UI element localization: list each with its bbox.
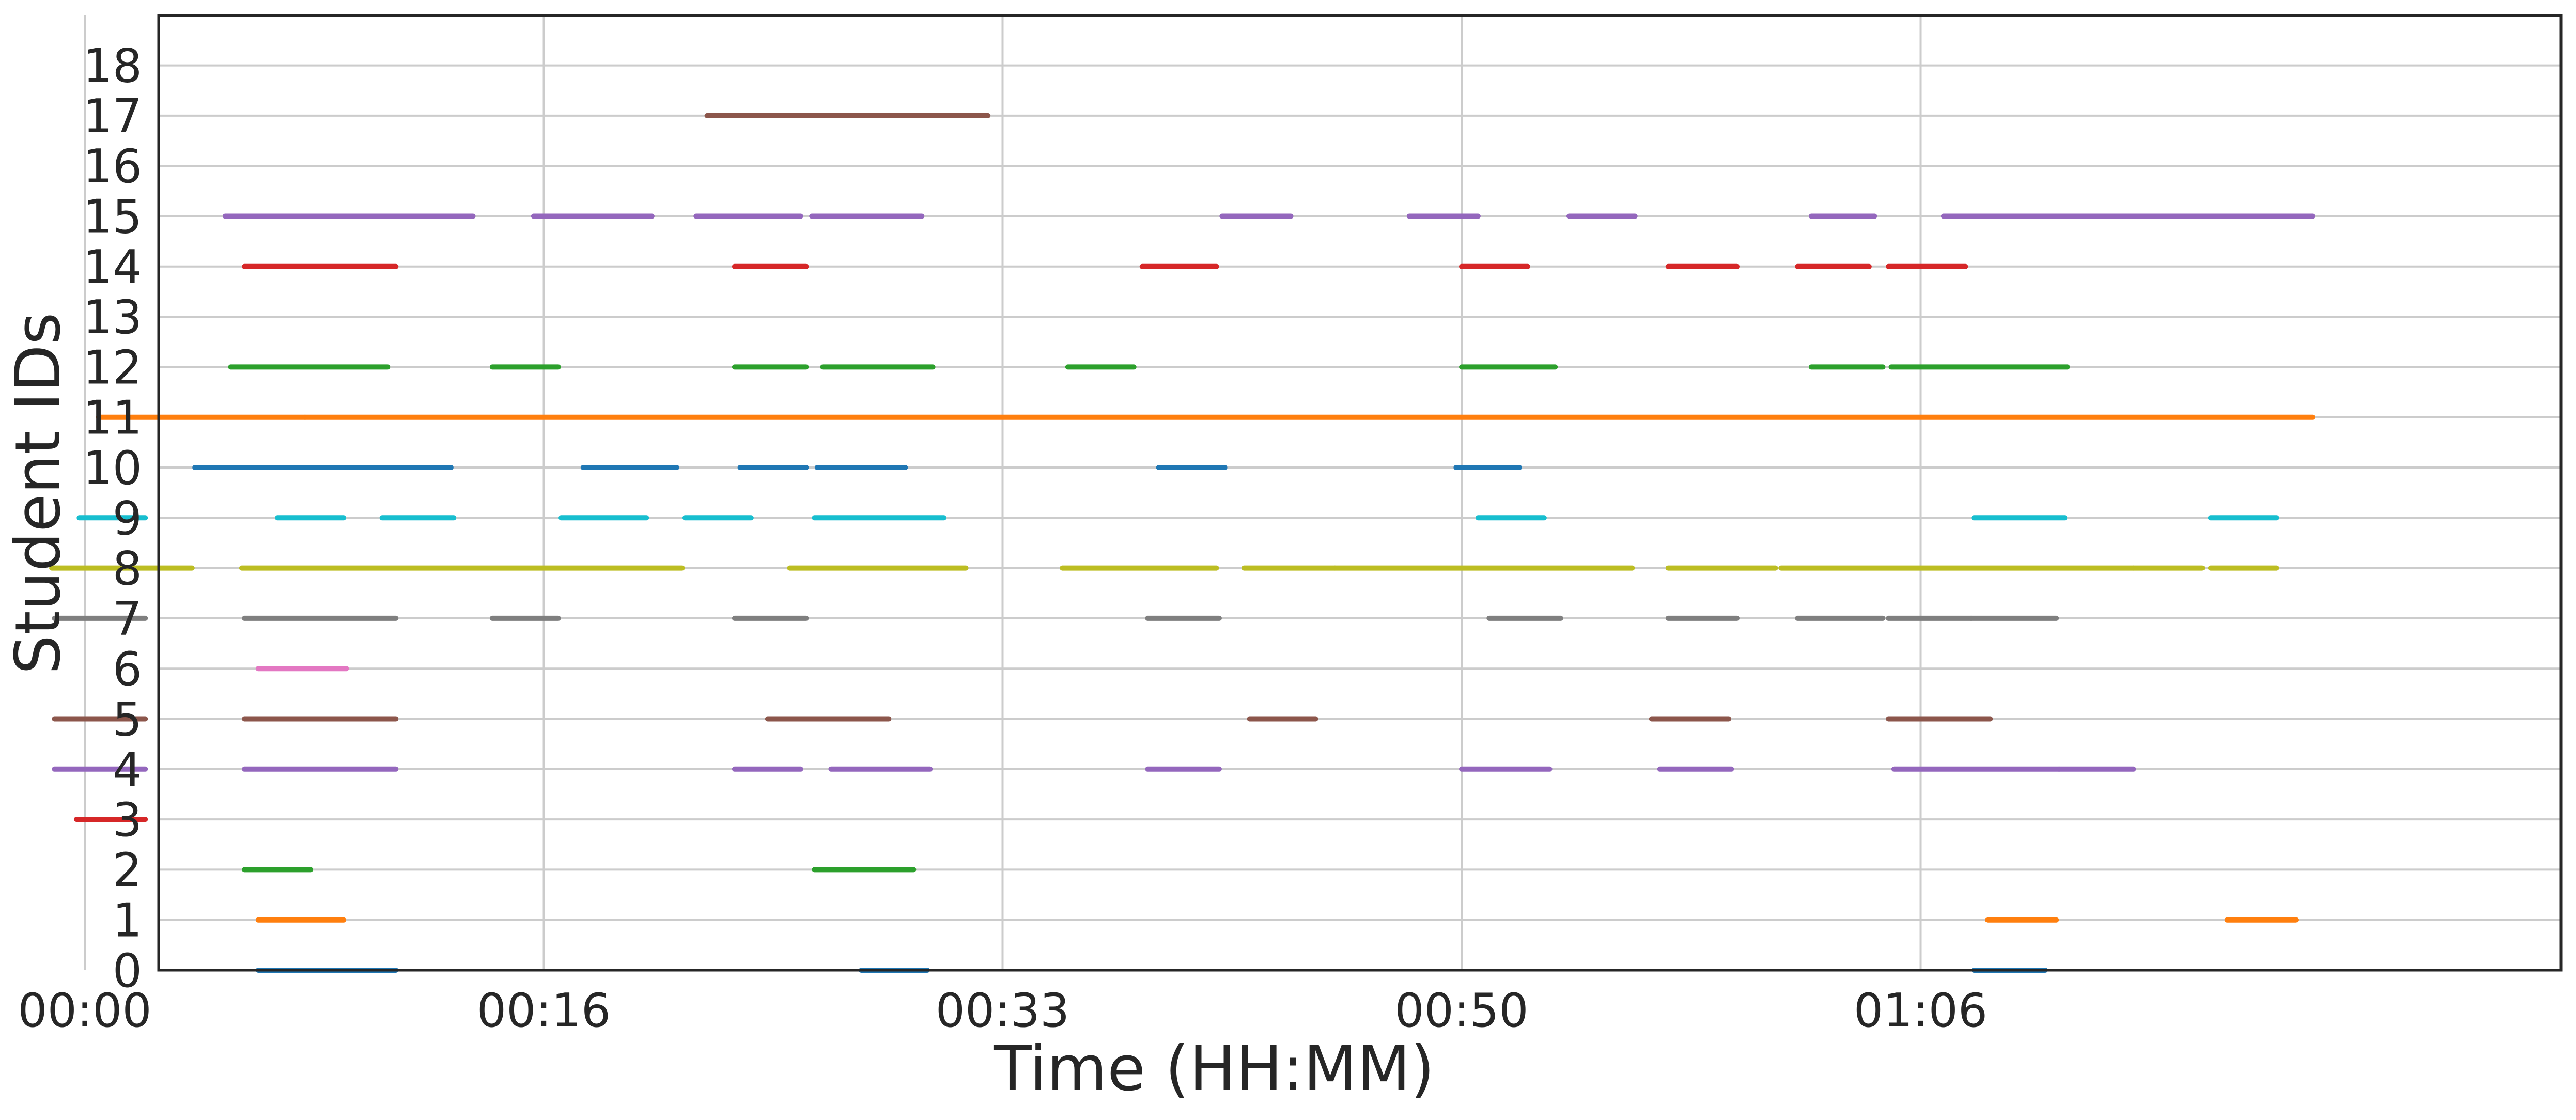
x-axis-label: Time (HH:MM) — [993, 1033, 1434, 1105]
y-tick-label: 17 — [83, 89, 142, 144]
y-tick-label: 15 — [83, 190, 142, 244]
x-tick-label: 00:33 — [936, 984, 1069, 1038]
x-tick-label: 01:06 — [1854, 984, 1988, 1038]
x-tick-label: 00:00 — [18, 984, 151, 1038]
y-tick-label: 18 — [83, 39, 142, 94]
y-tick-label: 11 — [83, 391, 142, 445]
y-tick-label: 14 — [83, 240, 142, 294]
y-tick-label: 3 — [113, 793, 142, 847]
y-tick-label: 8 — [113, 542, 142, 596]
x-tick-labels: 00:00 00:16 00:33 00:50 01:06 — [18, 984, 1988, 1038]
x-tick-label: 00:16 — [477, 984, 611, 1038]
y-tick-label: 10 — [83, 441, 142, 495]
plot-frame — [157, 14, 2563, 972]
y-tick-label: 1 — [113, 894, 142, 948]
y-tick-label: 5 — [113, 693, 142, 747]
y-tick-label: 4 — [113, 743, 142, 797]
y-tick-label: 16 — [83, 139, 142, 194]
y-tick-label: 7 — [113, 592, 142, 646]
y-tick-label: 0 — [113, 944, 142, 998]
y-tick-label: 2 — [113, 843, 142, 897]
x-tick-label: 00:50 — [1394, 984, 1528, 1038]
y-tick-label: 6 — [113, 642, 142, 696]
y-tick-label: 9 — [113, 491, 142, 546]
y-tick-label: 12 — [83, 340, 142, 395]
y-axis-label: Student IDs — [3, 313, 74, 675]
y-tick-label: 13 — [83, 290, 142, 345]
